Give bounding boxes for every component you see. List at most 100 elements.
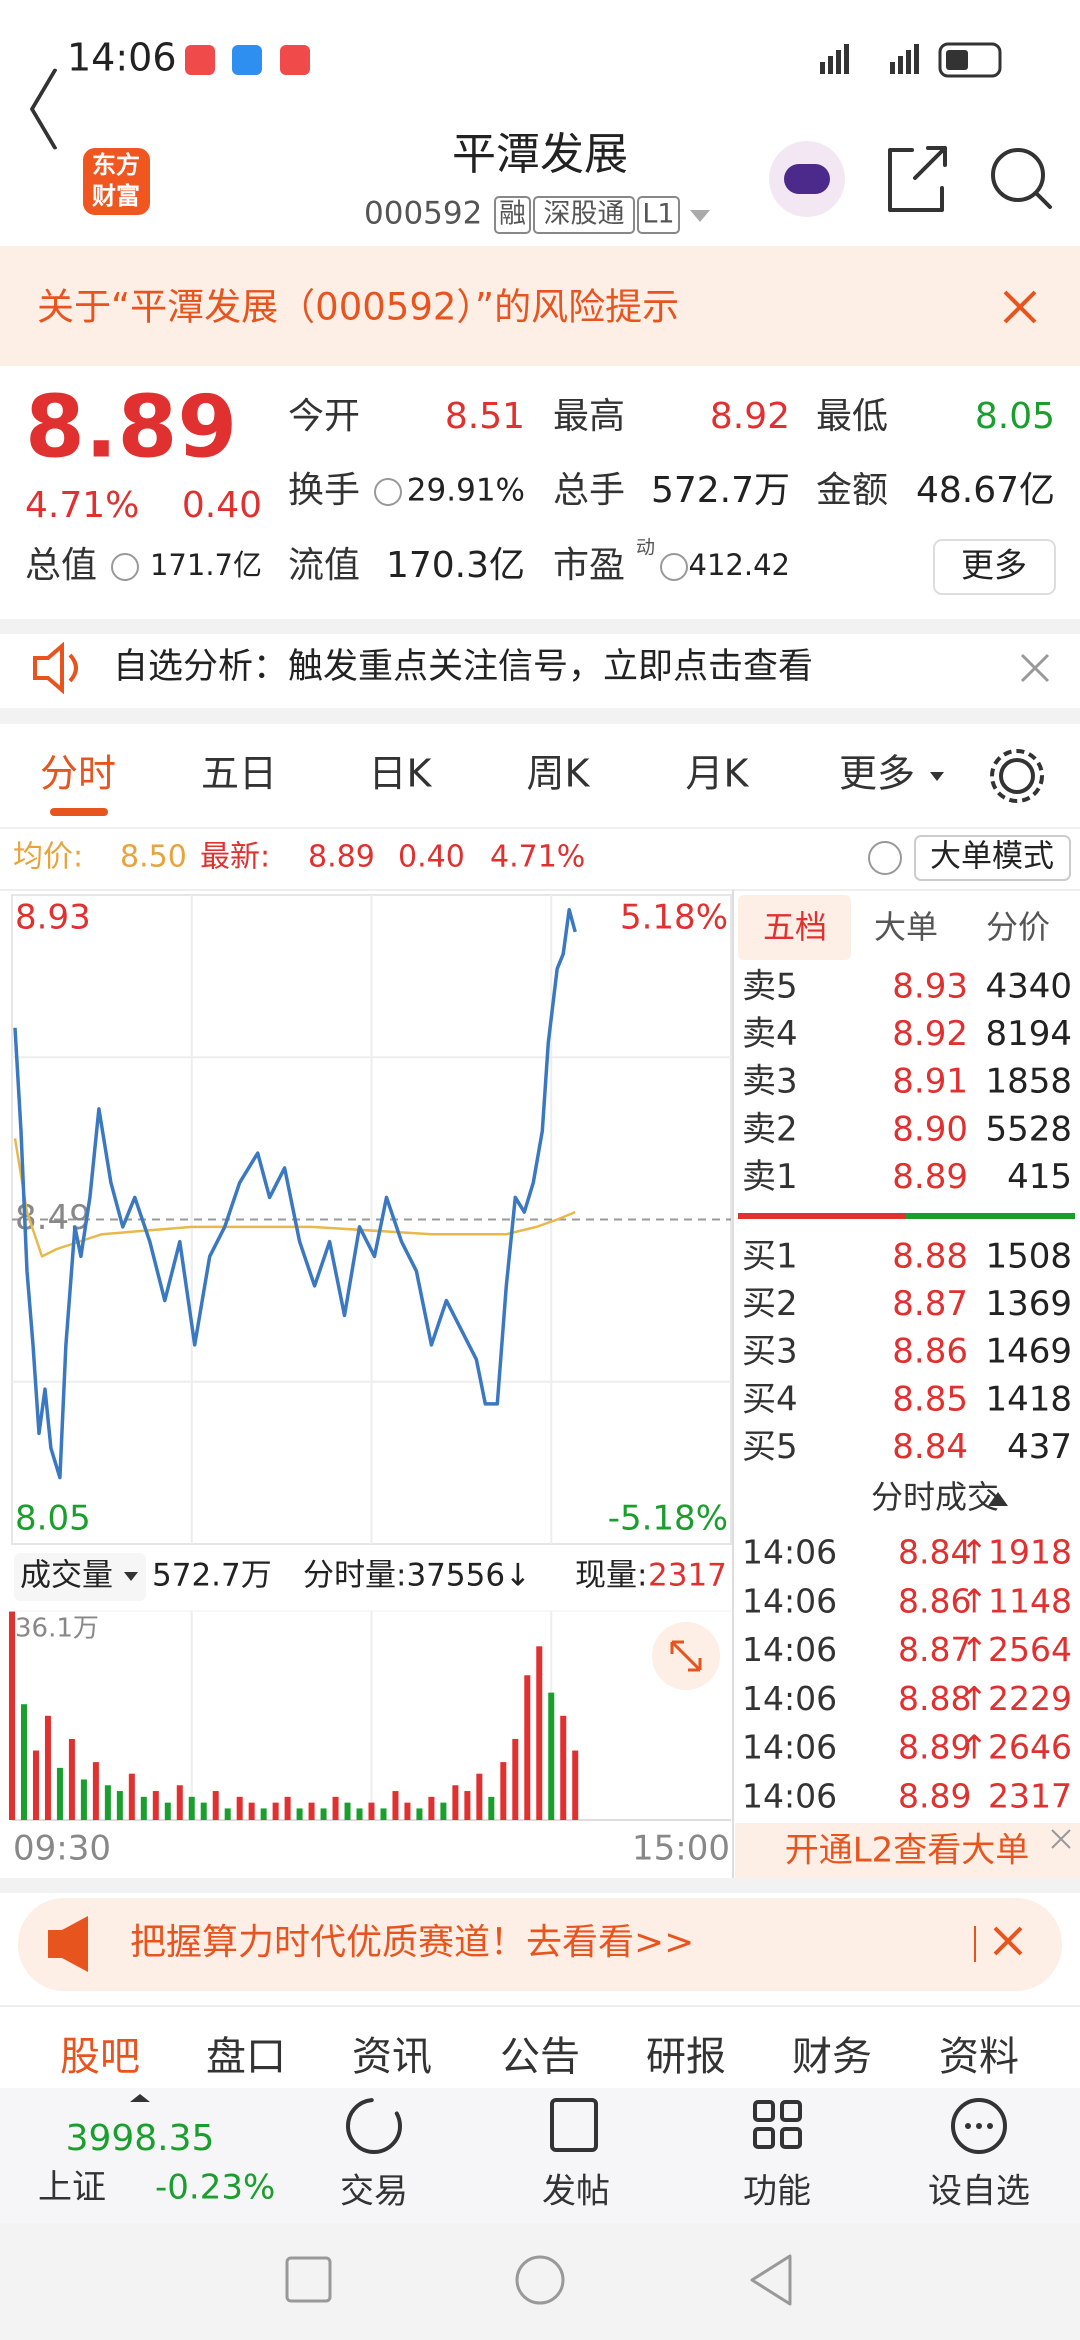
badge-text: L1 — [642, 199, 674, 230]
book-price: 8.92 — [892, 1014, 968, 1054]
back-system-button[interactable] — [750, 2254, 792, 2306]
more-button-text[interactable]: 更多 — [961, 546, 1027, 585]
y-tick-label: 8.93 — [15, 898, 91, 938]
chart-tab[interactable]: 日K — [369, 752, 433, 796]
close-button[interactable] — [1020, 653, 1050, 683]
x-tick-label: 15:00 — [632, 1829, 730, 1869]
recent-apps-button[interactable] — [285, 2256, 332, 2303]
close-button[interactable] — [1003, 290, 1037, 324]
back-button[interactable] — [30, 68, 57, 150]
active-book-tab[interactable] — [738, 895, 851, 960]
watchlist-dots — [965, 2123, 993, 2129]
chart-tab[interactable]: 分时 — [40, 752, 116, 796]
volume-bar — [140, 1796, 147, 1820]
volume-bar — [212, 1791, 219, 1820]
nav-label[interactable]: 设自选 — [928, 2172, 1030, 2212]
collapse-arrow[interactable] — [988, 1492, 1008, 1506]
chart-tab[interactable]: 五日 — [201, 752, 277, 796]
section-tab[interactable]: 盘口 — [206, 2034, 286, 2080]
notice-text: 自选分析：触发重点关注信号，立即点击查看 — [113, 647, 813, 687]
home-button[interactable] — [515, 2255, 565, 2305]
app-logo[interactable] — [83, 148, 150, 215]
trade-time: 14:06 — [742, 1728, 837, 1767]
ad-banner[interactable] — [18, 1898, 1062, 1991]
section-tab[interactable]: 股吧 — [60, 2034, 140, 2080]
trade-volume: ↑1148 — [960, 1581, 1072, 1620]
volume-bar — [56, 1767, 63, 1820]
book-tab[interactable]: 大单 — [874, 908, 938, 946]
volume-bar — [164, 1802, 171, 1820]
book-price: 8.84 — [892, 1427, 968, 1467]
settings-button[interactable] — [999, 758, 1035, 794]
x-tick-label: 09:30 — [13, 1829, 111, 1869]
chart-tab[interactable]: 更多 — [839, 752, 915, 796]
notification-icon — [185, 45, 215, 75]
ask-bid-divider — [905, 1213, 1075, 1219]
search-button[interactable] — [991, 148, 1045, 202]
trade-volume: ↑2564 — [960, 1630, 1072, 1669]
info-icon[interactable] — [111, 553, 139, 581]
nav-label[interactable]: 交易 — [340, 2172, 408, 2212]
last-price: 8.89 — [25, 377, 237, 477]
info-icon[interactable] — [660, 553, 688, 581]
book-tab[interactable]: 分价 — [986, 908, 1050, 946]
help-icon[interactable] — [868, 841, 902, 875]
volume-bar — [260, 1808, 267, 1820]
book-volume: 4340 — [985, 967, 1072, 1007]
close-button[interactable] — [993, 1926, 1023, 1956]
trade-time: 14:06 — [742, 1630, 837, 1669]
trade-price: 8.86 — [898, 1581, 971, 1620]
top-bg — [0, 0, 1080, 246]
separator — [0, 1878, 1080, 1893]
volume-bar — [80, 1779, 87, 1820]
latest-label: 最新: — [200, 840, 270, 875]
field-label: 市盈 — [553, 545, 625, 586]
nav-label[interactable]: 功能 — [743, 2172, 811, 2212]
post-icon[interactable] — [550, 2098, 598, 2152]
info-icon[interactable] — [374, 478, 402, 506]
trade-volume: 2317 — [988, 1777, 1072, 1816]
chart-tab[interactable]: 月K — [686, 752, 750, 796]
chart-tab[interactable]: 周K — [527, 752, 591, 796]
volume-bar — [500, 1762, 507, 1820]
trade-time: 14:06 — [742, 1777, 837, 1816]
section-tab[interactable]: 公告 — [500, 2034, 580, 2080]
volume-bar — [236, 1796, 243, 1820]
bottom-nav — [0, 2088, 1080, 2223]
book-volume: 8194 — [985, 1014, 1072, 1054]
trade-icon[interactable] — [346, 2098, 402, 2154]
trade-volume: ↑2229 — [960, 1679, 1072, 1718]
volume-bar — [560, 1715, 567, 1820]
book-price: 8.88 — [892, 1237, 968, 1277]
l2-banner[interactable] — [735, 1823, 1080, 1878]
risk-text: 关于“平潭发展（000592）”的风险提示 — [37, 286, 679, 329]
search-handle — [1034, 191, 1052, 209]
book-tab[interactable]: 五档 — [763, 908, 827, 946]
close-button[interactable] — [1051, 1829, 1071, 1849]
change-pct: 4.71% — [25, 485, 139, 526]
field-label: 换手 — [288, 470, 360, 511]
watchlist-icon[interactable] — [951, 2098, 1007, 2154]
function-icon[interactable] — [753, 2100, 802, 2149]
badge-text: 深股通 — [544, 199, 625, 230]
share-button[interactable] — [888, 146, 947, 212]
dropdown-arrow[interactable] — [690, 210, 710, 222]
dropdown-arrow[interactable] — [930, 772, 944, 781]
field-label: 总值 — [25, 545, 97, 586]
indicator-selector[interactable] — [14, 1553, 146, 1601]
volume-bar — [524, 1675, 531, 1820]
section-tab[interactable]: 资讯 — [352, 2034, 432, 2080]
badge — [533, 196, 635, 234]
risk-banner[interactable] — [0, 246, 1080, 366]
notification-icon — [280, 45, 310, 75]
field-value: 8.51 — [445, 396, 525, 437]
volume-bar — [284, 1796, 291, 1820]
section-tab[interactable]: 财务 — [792, 2034, 872, 2080]
clock: 14:06 — [67, 36, 177, 80]
section-tab[interactable]: 资料 — [939, 2034, 1019, 2080]
section-tab[interactable]: 研报 — [646, 2034, 726, 2080]
nav-label[interactable]: 发帖 — [542, 2172, 610, 2212]
mode-button[interactable] — [914, 835, 1071, 881]
more-button[interactable] — [933, 539, 1056, 595]
current-volume: 2317 — [648, 1558, 727, 1594]
